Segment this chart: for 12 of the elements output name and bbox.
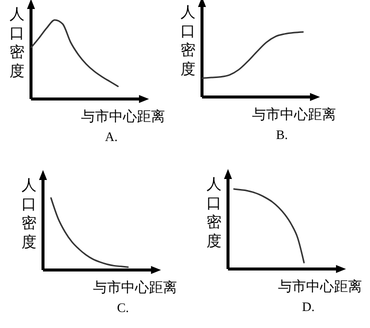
text: D. [302, 299, 315, 314]
text: A. [105, 129, 118, 144]
x-axis-title: 与市中心距离 [81, 109, 165, 125]
x-axis-title: 与市中心距离 [278, 279, 362, 295]
text: C. [117, 300, 129, 315]
y-axis-title: 人口密度 [206, 175, 222, 250]
y-axis-title: 人口密度 [180, 3, 196, 78]
y-axis-title: 人口密度 [22, 176, 36, 251]
y-axis-title: 人口密度 [10, 5, 24, 80]
x-axis-title: 与市中心距离 [93, 280, 177, 296]
text: B. [276, 127, 288, 142]
x-axis-title: 与市中心距离 [252, 107, 336, 123]
